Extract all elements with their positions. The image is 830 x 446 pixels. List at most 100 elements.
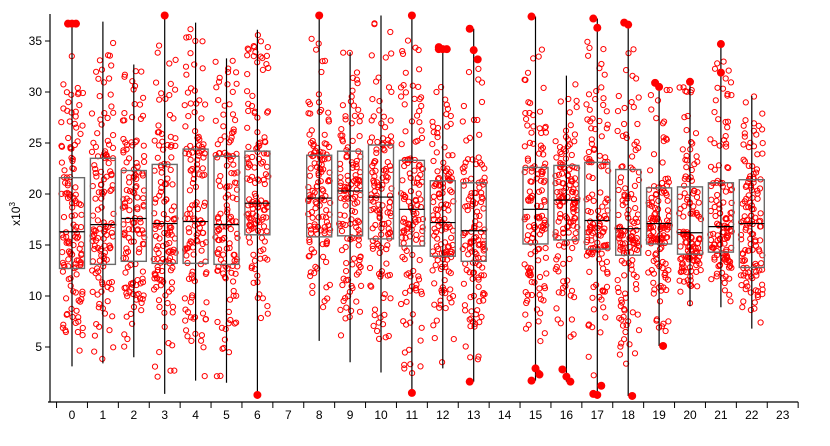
data-point bbox=[251, 164, 258, 171]
data-point bbox=[265, 173, 272, 180]
data-point bbox=[134, 194, 141, 201]
data-point bbox=[467, 354, 474, 361]
data-point bbox=[322, 214, 330, 221]
data-point bbox=[747, 139, 754, 146]
data-point bbox=[469, 259, 476, 266]
data-point bbox=[595, 214, 603, 221]
data-point bbox=[471, 323, 478, 330]
data-point bbox=[387, 28, 394, 36]
data-point bbox=[465, 196, 472, 203]
data-point bbox=[648, 194, 655, 201]
data-point bbox=[123, 290, 130, 297]
data-point bbox=[568, 151, 575, 159]
data-point bbox=[708, 276, 715, 283]
data-point bbox=[555, 268, 562, 275]
data-point bbox=[602, 314, 609, 321]
data-point bbox=[681, 190, 688, 197]
data-point bbox=[353, 186, 360, 193]
data-point bbox=[368, 117, 375, 124]
x-tick-label: 12 bbox=[436, 408, 450, 422]
data-point bbox=[449, 293, 457, 300]
data-point bbox=[678, 255, 685, 262]
data-point bbox=[471, 249, 478, 256]
data-point bbox=[320, 253, 327, 260]
data-point bbox=[446, 176, 453, 184]
data-point bbox=[65, 134, 72, 142]
data-point bbox=[257, 38, 264, 45]
data-point bbox=[662, 274, 669, 281]
data-point bbox=[172, 86, 179, 93]
data-point bbox=[475, 254, 482, 261]
data-point bbox=[741, 130, 748, 137]
data-point bbox=[184, 211, 191, 218]
data-point bbox=[188, 239, 195, 246]
data-point bbox=[752, 214, 759, 221]
data-point bbox=[722, 75, 729, 82]
data-point bbox=[585, 52, 592, 59]
data-point bbox=[536, 273, 544, 281]
data-point bbox=[400, 318, 407, 325]
data-point bbox=[309, 214, 316, 221]
data-point bbox=[465, 69, 473, 76]
data-point bbox=[683, 164, 690, 171]
data-point bbox=[202, 316, 209, 323]
data-point bbox=[94, 291, 101, 298]
data-point bbox=[559, 170, 566, 177]
data-point bbox=[476, 131, 483, 138]
data-point bbox=[664, 207, 672, 214]
data-point bbox=[323, 141, 330, 148]
data-point bbox=[647, 232, 655, 239]
data-point bbox=[526, 139, 534, 146]
data-point bbox=[95, 268, 102, 275]
data-point bbox=[633, 286, 640, 293]
data-point bbox=[229, 88, 236, 96]
data-point bbox=[129, 226, 136, 233]
data-point bbox=[233, 292, 240, 299]
data-point bbox=[189, 149, 196, 156]
data-point bbox=[156, 349, 163, 356]
data-point bbox=[121, 110, 128, 117]
data-point bbox=[564, 193, 571, 200]
data-point bbox=[757, 237, 764, 244]
data-point bbox=[98, 121, 105, 128]
data-point bbox=[217, 183, 224, 190]
data-point bbox=[199, 172, 206, 179]
data-point bbox=[659, 159, 666, 166]
data-point bbox=[552, 232, 559, 239]
data-point bbox=[193, 165, 200, 172]
data-point bbox=[683, 152, 690, 159]
outlier-point bbox=[72, 19, 80, 28]
data-point bbox=[129, 114, 136, 121]
data-point bbox=[91, 246, 98, 253]
data-point bbox=[401, 215, 408, 222]
data-point bbox=[182, 123, 189, 130]
data-point bbox=[327, 199, 334, 206]
outlier-point bbox=[597, 381, 606, 390]
x-axis: 0 1 2 3 4 5 6 7 8 9 10 11 12 13 14 15 16 17 18 19 20 21 22 23 bbox=[48, 401, 799, 422]
data-point bbox=[399, 50, 407, 58]
data-point bbox=[449, 152, 456, 159]
data-point bbox=[155, 122, 162, 129]
data-point bbox=[475, 353, 482, 360]
data-point bbox=[693, 153, 700, 160]
data-point bbox=[150, 256, 157, 263]
data-point bbox=[536, 108, 544, 115]
data-point bbox=[749, 194, 756, 201]
data-point bbox=[65, 256, 72, 263]
outlier-point bbox=[407, 388, 416, 397]
data-point bbox=[595, 232, 602, 239]
data-point bbox=[543, 222, 550, 229]
data-point bbox=[199, 310, 207, 317]
data-point bbox=[221, 336, 228, 343]
box-iqr bbox=[645, 187, 673, 245]
data-point bbox=[524, 236, 531, 243]
data-point bbox=[480, 205, 487, 212]
data-point bbox=[707, 163, 715, 170]
data-point bbox=[628, 99, 635, 106]
data-point bbox=[311, 221, 318, 228]
data-point bbox=[691, 161, 698, 168]
data-point bbox=[728, 92, 735, 99]
data-point bbox=[472, 218, 479, 225]
data-point bbox=[631, 350, 639, 357]
data-point bbox=[355, 242, 362, 249]
